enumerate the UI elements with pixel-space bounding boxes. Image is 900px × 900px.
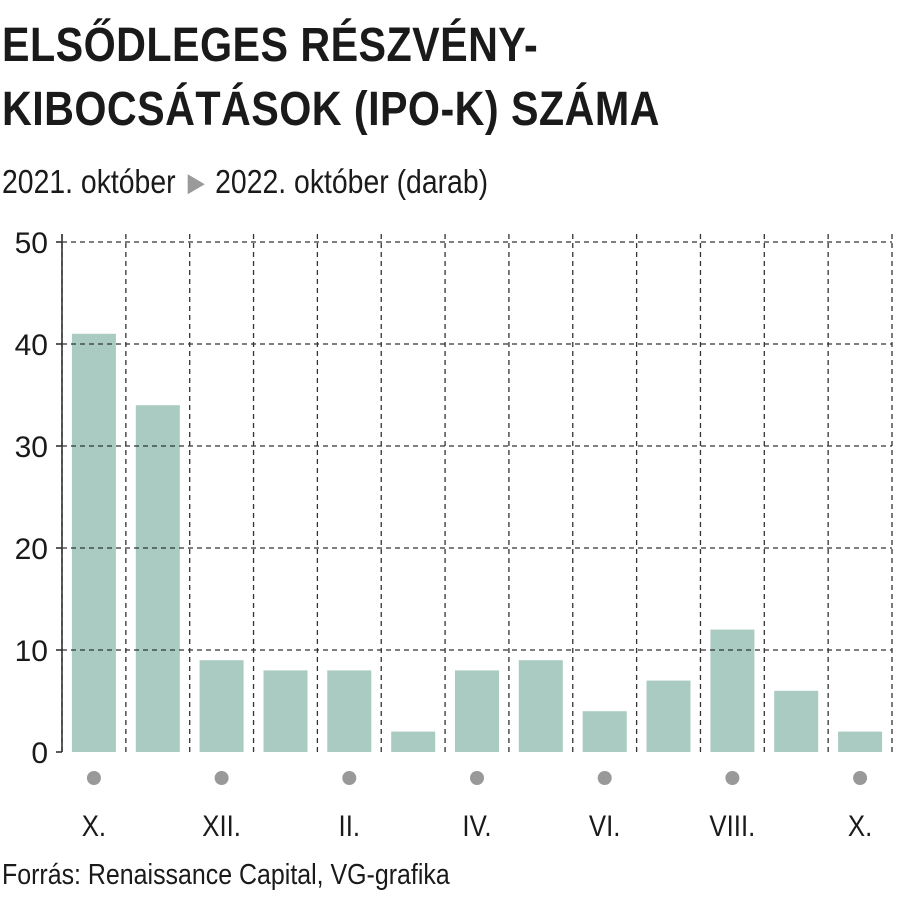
bar <box>391 731 436 752</box>
bar <box>263 670 308 752</box>
x-tick-dot <box>597 771 612 785</box>
bar <box>710 629 755 752</box>
x-tick-dot <box>725 771 740 785</box>
chart-title-line2: KIBOCSÁTÁSOK (IPO-K) SZÁMA <box>2 83 660 136</box>
bar <box>582 711 627 752</box>
y-tick-label: 0 <box>31 737 48 770</box>
y-tick-label: 10 <box>15 635 48 668</box>
x-tick-dot <box>342 771 357 785</box>
y-tick-label: 40 <box>15 329 48 362</box>
chart-subtitle: 2021. október ▶ 2022. október (darab) <box>2 160 488 204</box>
bar <box>135 405 180 752</box>
bar <box>327 670 372 752</box>
x-tick-label: VIII. <box>709 809 755 842</box>
subtitle-end: 2022. október (darab) <box>215 163 489 200</box>
bar <box>646 680 691 752</box>
x-tick-label: XII. <box>202 809 241 842</box>
x-tick-dot <box>470 771 484 785</box>
bar <box>455 670 499 752</box>
bar <box>774 690 819 752</box>
y-tick-label: 30 <box>15 431 48 464</box>
x-tick-label: X. <box>848 809 872 842</box>
x-tick-label: VI. <box>589 809 621 842</box>
bar <box>199 660 244 752</box>
play-arrow-icon: ▶ <box>187 167 205 197</box>
chart-title: ELSŐDLEGES RÉSZVÉNY- KIBOCSÁTÁSOK (IPO-K… <box>2 14 767 142</box>
x-tick-dot <box>214 771 229 785</box>
x-tick-label: IV. <box>462 809 491 842</box>
y-tick-label: 20 <box>15 533 48 566</box>
bar <box>838 731 883 752</box>
chart-title-line1: ELSŐDLEGES RÉSZVÉNY- <box>2 19 539 72</box>
y-tick-label: 50 <box>15 227 48 260</box>
x-tick-dot <box>853 771 868 785</box>
bar <box>71 333 116 752</box>
x-tick-dot <box>86 771 101 785</box>
x-tick-label: X. <box>82 809 106 842</box>
subtitle-start: 2021. október <box>2 163 176 200</box>
x-tick-label: II. <box>339 809 360 842</box>
bar <box>518 660 563 752</box>
source-note: Forrás: Renaissance Capital, VG-grafika <box>2 859 450 891</box>
